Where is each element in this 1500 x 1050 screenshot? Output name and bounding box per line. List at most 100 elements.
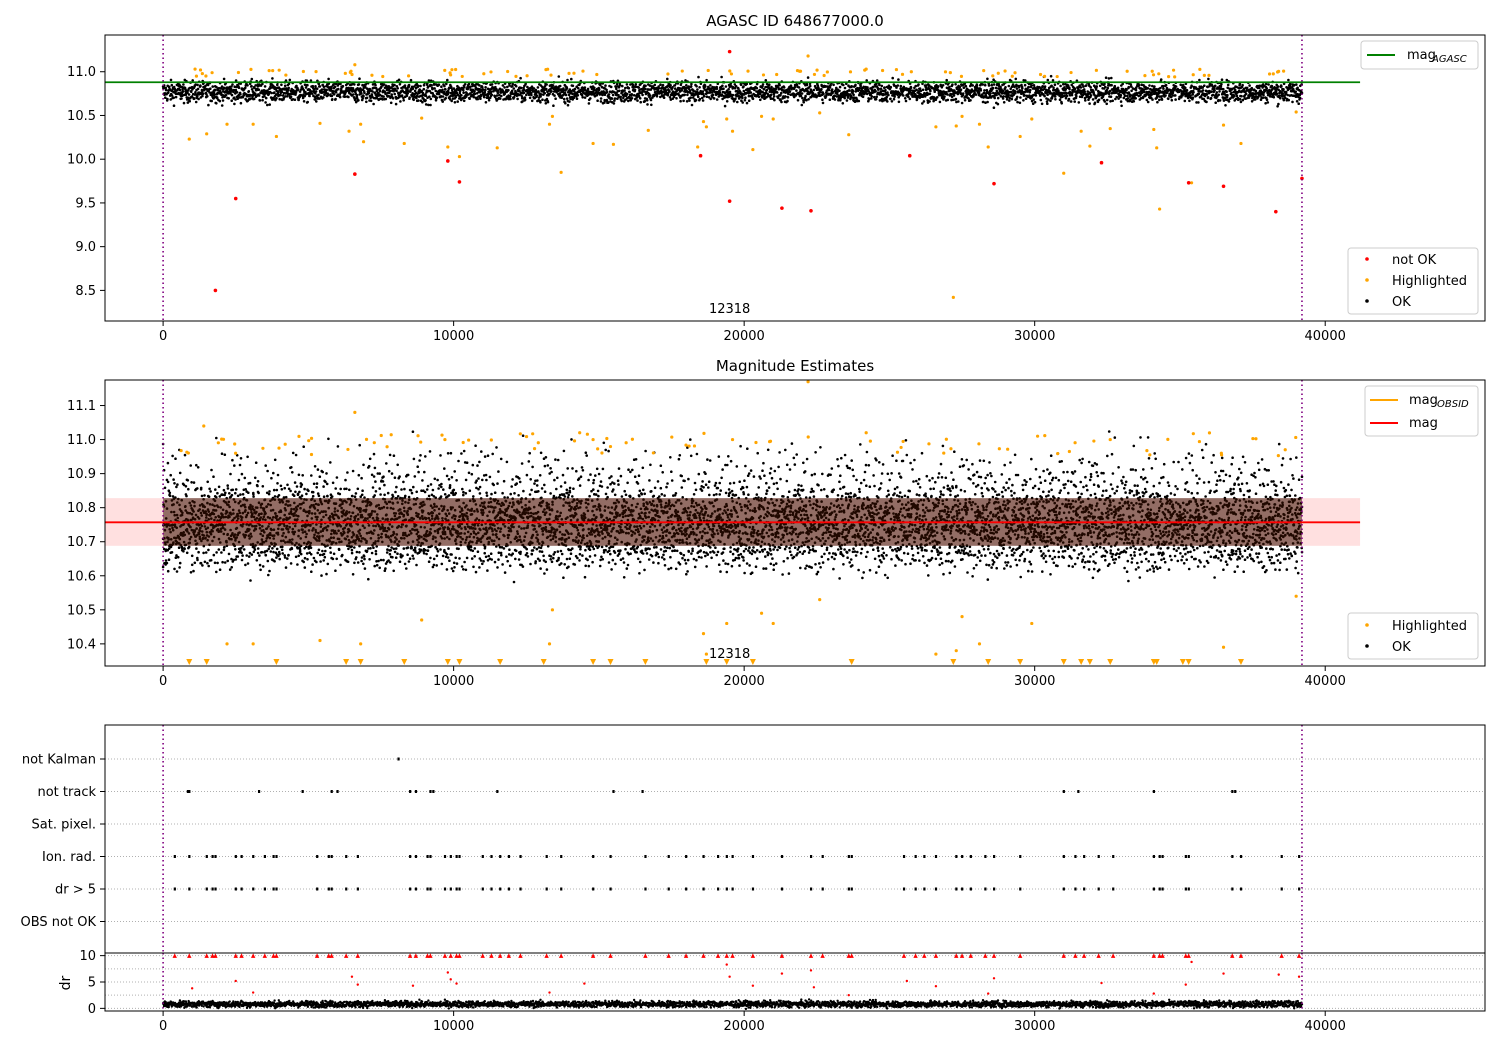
highlighted-point [261, 446, 265, 450]
dr-outlier-point [809, 969, 813, 972]
flag-point [356, 855, 359, 858]
not-ok-point [457, 180, 462, 184]
y-tick-label: 9.0 [75, 240, 96, 255]
dr-above-10-marker [187, 953, 192, 958]
dr-above-10-marker [1157, 953, 1162, 958]
highlighted-point [406, 74, 411, 78]
flag-point [923, 887, 926, 891]
highlighted-point [746, 69, 750, 73]
legend-marker [1365, 623, 1369, 627]
flag-point [490, 887, 493, 891]
flag-point [1083, 855, 1086, 858]
highlighted-point [1197, 439, 1202, 444]
flag-point [275, 855, 278, 858]
dr-outlier-point [449, 978, 452, 981]
x-tick-label: 30000 [1014, 329, 1055, 344]
highlighted-point [524, 434, 529, 439]
highlighted-point [416, 434, 420, 438]
y-tick-label: 10.5 [67, 603, 96, 618]
highlighted-point [943, 70, 948, 74]
dr-above-10-marker [643, 953, 648, 958]
x-tick-label: 40000 [1305, 674, 1346, 689]
highlighted-point [1035, 434, 1040, 438]
flag-point [414, 887, 418, 891]
highlighted-point [359, 642, 363, 646]
legend-label: Highlighted [1392, 274, 1467, 289]
dr-above-10-marker [1279, 953, 1284, 958]
highlighted-point [318, 638, 322, 643]
highlighted-point [894, 67, 899, 72]
highlighted-point [951, 295, 955, 299]
flag-point [327, 887, 330, 891]
dr-ok-points [161, 998, 1304, 1011]
flags-dr-frame [104, 724, 1486, 1012]
flag-point [731, 855, 734, 858]
highlighted-point [880, 68, 885, 73]
highlighted-point [179, 448, 183, 453]
flag-point [443, 887, 447, 891]
highlighted-point [1010, 74, 1014, 78]
legend-label: mag [1409, 416, 1438, 431]
flag-point [592, 855, 595, 858]
flag-point [969, 887, 972, 891]
highlighted-point [982, 69, 986, 73]
x-tick-label: 0 [159, 674, 167, 689]
x-tick-label: 20000 [723, 674, 764, 689]
highlighted-point [194, 74, 199, 78]
highlighted-point [948, 71, 952, 75]
legend-label: mag [1409, 393, 1438, 408]
highlighted-point [372, 441, 376, 445]
highlighted-point [559, 170, 563, 174]
flag-point [560, 855, 563, 858]
not-ok-point [1274, 209, 1278, 214]
highlighted-point [775, 72, 779, 77]
x-tick-label: 30000 [1014, 674, 1055, 689]
highlighted-point [909, 70, 913, 74]
highlighted-point [307, 439, 311, 443]
flag-point [731, 887, 734, 891]
dr-above-10-marker [590, 953, 596, 958]
flag-point [560, 887, 563, 891]
highlighted-point [848, 70, 853, 74]
highlighted-point [797, 69, 802, 73]
dr-above-10-marker [239, 953, 244, 958]
dr-above-10-marker [204, 953, 209, 958]
highlighted-point [1003, 69, 1007, 73]
highlighted-point [942, 451, 946, 455]
flag-point [234, 855, 237, 858]
dr-above-10-marker [779, 953, 785, 958]
highlighted-point [1018, 134, 1022, 139]
dr-above-10-marker [343, 953, 349, 958]
flag-point [272, 887, 275, 891]
flag-point [263, 887, 266, 891]
highlighted-point [467, 438, 471, 442]
dr-above-10-marker [820, 953, 825, 958]
highlighted-point [991, 74, 995, 78]
highlighted-point [225, 122, 229, 126]
highlighted-point [1013, 71, 1017, 75]
highlighted-below-range-marker [497, 659, 504, 665]
flag-point [993, 887, 996, 891]
flag-point [592, 887, 595, 891]
dr-outlier-point [251, 991, 255, 994]
flag-point [1152, 855, 1155, 858]
highlighted-below-range-marker [590, 659, 597, 665]
not-ok-point [446, 159, 450, 163]
flag-point [961, 887, 964, 891]
dr-outlier-point [934, 985, 938, 988]
point-legend[interactable]: Highlighted OK [1347, 612, 1479, 660]
not-ok-point [907, 153, 912, 158]
flag-point [188, 790, 191, 793]
flag-point [301, 790, 304, 793]
flag-label: OBS not OK [21, 915, 97, 930]
x-tick-label: 10000 [433, 674, 474, 689]
highlighted-point [364, 437, 369, 442]
y-tick-label: 5 [88, 976, 96, 991]
point-legend[interactable]: not OK Highlighted OK [1347, 247, 1479, 315]
highlighted-point [420, 618, 424, 622]
highlighted-point [730, 437, 735, 442]
flag-points [173, 757, 1301, 891]
flag-point [519, 887, 522, 891]
